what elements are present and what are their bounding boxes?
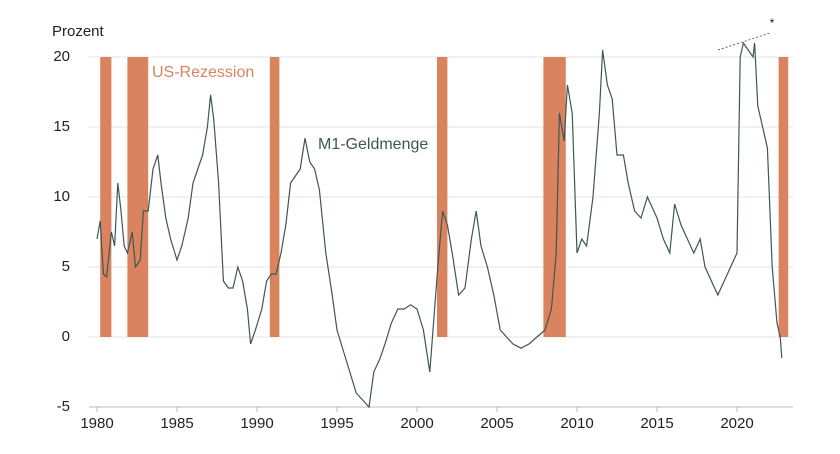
y-tick-label: 15 bbox=[53, 118, 70, 135]
y-tick-label: 10 bbox=[53, 188, 70, 205]
y-tick-label: -5 bbox=[57, 398, 70, 415]
y-tick-label: 0 bbox=[62, 328, 70, 345]
x-tick-label: 2010 bbox=[560, 415, 593, 432]
x-tick-label: 1980 bbox=[80, 415, 113, 432]
recession-band bbox=[100, 57, 112, 337]
x-tick-label: 1990 bbox=[240, 415, 273, 432]
annotation: US-Rezession bbox=[152, 64, 254, 81]
annotation: M1-Geldmenge bbox=[318, 136, 428, 153]
recession-band bbox=[778, 57, 789, 337]
x-tick-label: 2020 bbox=[720, 415, 753, 432]
recession-band bbox=[127, 57, 149, 337]
x-tick-label: 1995 bbox=[320, 415, 353, 432]
x-tick-label: 2005 bbox=[480, 415, 513, 432]
recession-band bbox=[543, 57, 566, 337]
line bbox=[96, 41, 783, 409]
annotation: * bbox=[770, 16, 775, 30]
y-tick-label: 5 bbox=[62, 258, 70, 275]
recession-band bbox=[269, 57, 280, 337]
recession-band bbox=[437, 57, 448, 337]
x-tick-label: 2000 bbox=[400, 415, 433, 432]
y-tick-label: 20 bbox=[53, 48, 70, 65]
y-axis-label: Prozent bbox=[52, 23, 105, 40]
x-tick-label: 2015 bbox=[640, 415, 673, 432]
annotation-line bbox=[717, 32, 771, 51]
x-tick-label: 1985 bbox=[160, 415, 193, 432]
